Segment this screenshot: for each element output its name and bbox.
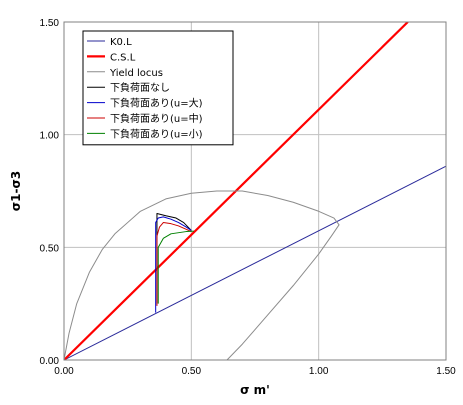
x-tick-label: 0.50 [182,366,202,377]
legend-label: 下負荷面あり(u=中) [110,112,203,125]
legend-label: 下負荷面あり(u=大) [110,97,203,110]
legend-box [82,30,234,146]
plot-border [63,21,447,361]
legend-label: K0.L [110,37,132,48]
tick-labels: 0.00 0.50 1.00 1.50 0.00 0.50 1.00 1.50 [40,18,457,377]
x-axis-title: σ m' [240,383,270,397]
series-line-3 [64,190,340,360]
y-tick-label: 0.00 [40,356,60,367]
series-line-4 [156,213,192,304]
y-axis-title: σ1-σ3 [9,171,23,211]
series-line-7 [157,230,194,304]
series-line-6 [156,222,192,306]
series-line-1 [64,165,446,360]
x-tick-label: 0.00 [54,366,74,377]
y-tick-label: 0.50 [40,243,60,254]
series-layer [64,22,446,360]
legend-label: 下負荷面あり(u=小) [110,128,203,140]
y-tick-label: 1.50 [40,18,60,29]
legend-label: C.S.L [110,52,136,63]
x-tick-label: 1.50 [436,366,456,377]
legend-label: Yield locus [109,68,163,79]
series-line-5 [155,216,192,313]
legend-label: 下負荷面なし [110,82,170,94]
y-tick-label: 1.00 [40,131,60,142]
x-tick-label: 1.00 [309,366,329,377]
